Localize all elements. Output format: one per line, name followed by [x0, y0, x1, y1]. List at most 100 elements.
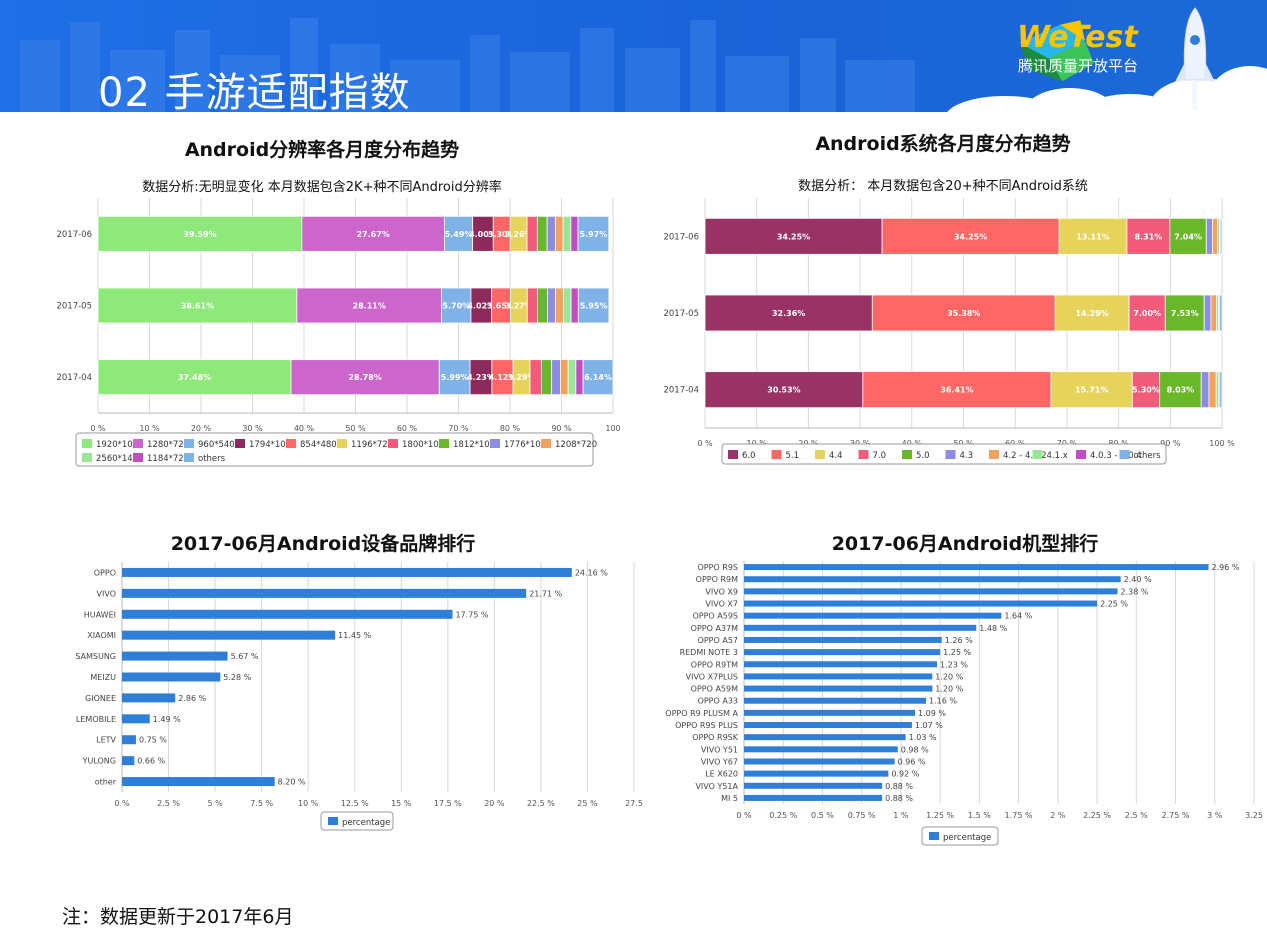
- legend-swatch: [184, 453, 194, 462]
- data-label: 28.11%: [353, 302, 386, 311]
- plot-area: 0 % 10 % 20 % 30 % 40 % 50 % 60 % 70 % 80 % 90 % 1…: [56, 198, 621, 433]
- legend-label: percentage: [943, 833, 991, 843]
- data-label: 4.12%: [489, 373, 517, 382]
- x-tick-label: 12.5 %: [341, 799, 369, 808]
- bar: [744, 673, 933, 680]
- category-label: OPPO R9TM: [691, 660, 738, 669]
- legend-label: 6.0: [742, 451, 756, 461]
- bar-segment: [1212, 217, 1219, 255]
- data-label: 0.98 %: [901, 745, 929, 754]
- chart-title: Android分辨率各月度分布趋势: [185, 138, 459, 161]
- data-label: 4.00%: [469, 230, 497, 239]
- category-label: SAMSUNG: [75, 652, 116, 661]
- legend-label: 4.1.x: [1047, 451, 1068, 461]
- data-label: 24.16 %: [575, 568, 608, 577]
- bar-segment: [1219, 371, 1223, 409]
- data-label: 1.64 %: [1004, 612, 1032, 621]
- data-label: 30.53%: [767, 386, 800, 395]
- x-tick-label: 2.5 %: [157, 799, 180, 808]
- category-label: OPPO R9SK: [692, 733, 739, 742]
- category-label: OPPO A33: [698, 697, 738, 706]
- x-tick-label: 0 %: [736, 811, 752, 820]
- bar-segment: [1126, 217, 1171, 255]
- category-label: 2017-05: [56, 302, 92, 312]
- category-label: LE X620: [705, 770, 738, 779]
- legend-swatch: [541, 439, 551, 448]
- data-label: 1.09 %: [918, 709, 946, 718]
- legend-box: [721, 443, 1167, 465]
- legend-box: [921, 826, 999, 846]
- category-label: OPPO A37M: [691, 624, 738, 633]
- data-label: 39.59%: [183, 230, 216, 239]
- logo-wordmark: WeTest: [1017, 20, 1138, 55]
- bar-segment: [97, 287, 298, 324]
- legend-swatch: [728, 450, 738, 459]
- data-label: 8.03%: [1167, 386, 1195, 395]
- x-tick-label: 7.5 %: [250, 799, 273, 808]
- bar-segment: [438, 359, 471, 396]
- category-label: OPPO A59S: [692, 612, 738, 621]
- data-label: 17.75 %: [455, 610, 488, 619]
- bar: [744, 722, 912, 729]
- x-tick-label: 1.75 %: [1005, 811, 1033, 820]
- bar: [122, 651, 228, 661]
- bar-segment: [570, 215, 579, 252]
- plot-area: 0 % 2.5 % 5 % 7.5 % 10 % 12.5 % 15 % 17.5 % 20 %…: [75, 562, 643, 808]
- legend-label: 4.4: [829, 451, 843, 461]
- bar-segment: [296, 287, 443, 324]
- model-ranking-chart: 2017-06月Android机型排行 0 % 0.25 % 0.5 % 0.75 %…: [665, 532, 1263, 846]
- category-label: LETV: [96, 736, 116, 745]
- bar-segment: [704, 371, 864, 409]
- chart-legend: 1920*1080 1280*720 960*540 1794*1080 854*480…: [75, 432, 597, 467]
- bar-segment: [1128, 294, 1166, 332]
- chart-legend: percentage: [921, 826, 999, 846]
- data-label: 35.38%: [947, 309, 980, 318]
- chart-title: 2017-06月Android机型排行: [832, 532, 1099, 555]
- x-tick-label: 17.5 %: [434, 799, 462, 808]
- legend-swatch: [388, 439, 398, 448]
- data-label: 1.03 %: [909, 733, 937, 742]
- wetest-logo-icon: [1019, 20, 1094, 82]
- bar: [744, 588, 1118, 595]
- data-label: 2.25 %: [1100, 600, 1128, 609]
- bar-segment: [577, 287, 610, 324]
- bar-segment: [1219, 294, 1223, 332]
- data-label: 34.25%: [954, 232, 987, 241]
- data-label: 28.78%: [348, 373, 381, 382]
- bar: [122, 756, 135, 766]
- category-label: VIVO Y51A: [695, 782, 738, 791]
- category-label: other: [95, 778, 117, 787]
- x-tick-label: 70 %: [448, 424, 469, 433]
- bar-segment: [537, 287, 548, 324]
- data-label: 0.75 %: [139, 736, 167, 745]
- x-tick-label: 2.75 %: [1162, 811, 1190, 820]
- data-label: 1.16 %: [929, 697, 957, 706]
- x-tick-label: 0 %: [114, 799, 130, 808]
- data-label: 1.20 %: [935, 685, 963, 694]
- legend-swatch: [82, 439, 92, 448]
- bar-segment: [704, 294, 873, 332]
- bar-segment: [97, 359, 292, 396]
- bar: [744, 685, 933, 692]
- legend-swatch: [235, 439, 245, 448]
- bar-segment: [1208, 371, 1217, 409]
- category-label: VIVO Y67: [701, 757, 738, 766]
- data-label: 5.95%: [580, 302, 608, 311]
- bar-segment: [562, 287, 572, 324]
- category-label: 2017-04: [663, 386, 699, 396]
- bar-segment: [862, 371, 1052, 409]
- bar: [122, 630, 336, 640]
- bar-segment: [546, 287, 557, 324]
- bar-segment: [562, 215, 572, 252]
- data-label: 11.45 %: [338, 631, 371, 640]
- logo-subtitle: 腾讯质量开放平台: [1018, 57, 1139, 75]
- category-label: MI 5: [721, 794, 738, 803]
- legend-label: 1280*720: [147, 440, 189, 450]
- resolution-distribution-chart: Android分辨率各月度分布趋势 数据分析:无明显变化 本月数据包含2K+种不…: [56, 138, 621, 467]
- chart-legend: percentage: [320, 811, 394, 831]
- data-label: 2.38 %: [1120, 587, 1148, 596]
- data-label: 38.61%: [181, 302, 214, 311]
- bar: [744, 600, 1098, 607]
- x-tick-label: 100 %: [1209, 439, 1235, 448]
- x-tick-label: 80 %: [500, 424, 521, 433]
